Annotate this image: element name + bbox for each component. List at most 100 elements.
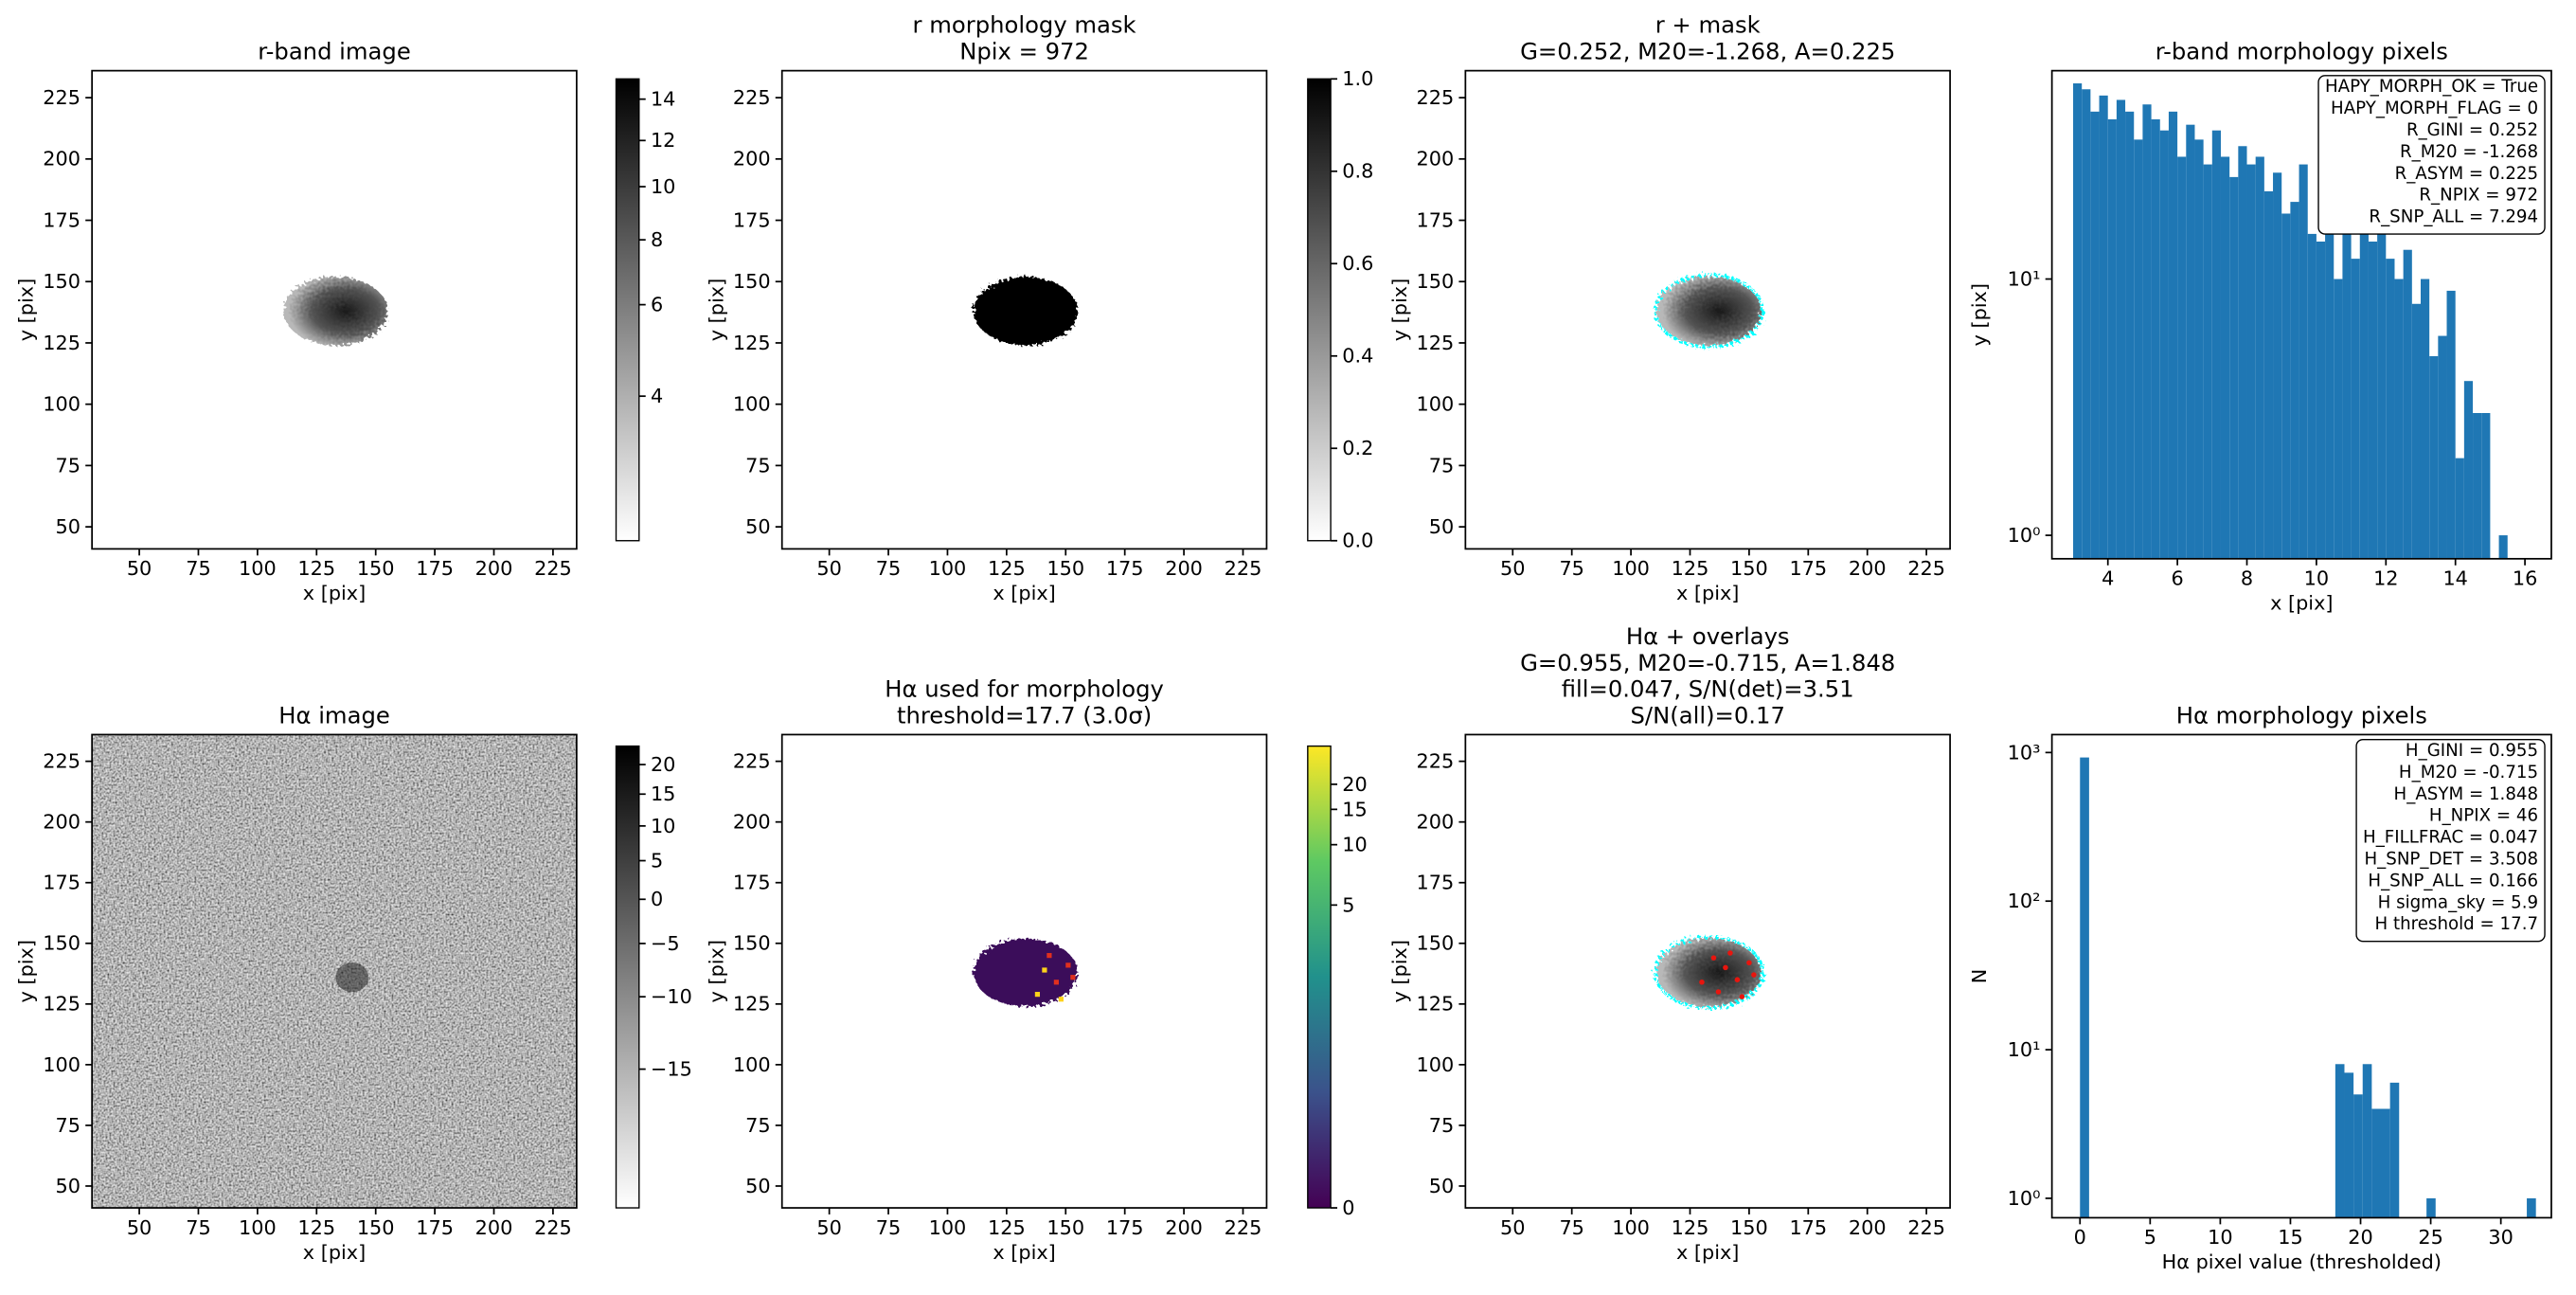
- colorbar: [1307, 745, 1332, 1209]
- y-tick-label: 10¹: [2008, 267, 2041, 290]
- mask-blob: [973, 277, 1078, 346]
- x-tick-label: 125: [297, 1216, 335, 1239]
- y-tick-label: 50: [1429, 1175, 1454, 1197]
- y-axis-label: y [pix]: [1968, 283, 1991, 346]
- annotation-line: H_SNP_DET = 3.508: [2364, 849, 2538, 869]
- y-tick-label: 50: [56, 1175, 80, 1197]
- annotation-line: R_M20 = -1.268: [2400, 142, 2538, 162]
- hist-bar: [2344, 1072, 2354, 1218]
- x-tick-label: 175: [416, 1216, 454, 1239]
- y-tick-label: 75: [745, 454, 770, 477]
- colorbar-tick-label: −5: [651, 932, 680, 955]
- y-tick-label: 225: [733, 750, 771, 773]
- panel-title: r morphology mask: [913, 11, 1136, 39]
- hist-bar: [2080, 757, 2089, 1218]
- x-tick-label: 150: [1046, 557, 1084, 580]
- hot-pixel: [1070, 975, 1076, 980]
- y-tick-label: 225: [1417, 86, 1455, 109]
- hist-bar: [2353, 1094, 2363, 1218]
- x-tick-label: 4: [2102, 567, 2114, 590]
- y-tick-label: 10¹: [2008, 1038, 2041, 1061]
- y-tick-label: 150: [1417, 270, 1455, 293]
- source-blob: [283, 277, 388, 346]
- axes-frame: [1464, 733, 1951, 1209]
- annotation-line: H_SNP_ALL = 0.166: [2368, 871, 2538, 890]
- x-axis-label: x [pix]: [303, 1241, 366, 1264]
- y-tick-label: 75: [56, 1114, 80, 1137]
- hist-bar: [2429, 355, 2439, 559]
- plot-area: [92, 734, 577, 1209]
- panel: 50 75 100 125 150 175 200 225507510012515017520…: [15, 37, 676, 604]
- annotation-line: H_ASYM = 1.848: [2394, 784, 2539, 804]
- y-tick-label: 125: [1417, 993, 1455, 1016]
- colorbar-tick-label: 10: [651, 815, 675, 837]
- y-tick-label: 10⁰: [2008, 1187, 2041, 1210]
- hist-bar: [2134, 139, 2143, 559]
- colorbar-tick-label: 0.6: [1342, 252, 1373, 275]
- y-tick-label: 125: [43, 332, 80, 354]
- annotation-box: [2317, 75, 2546, 235]
- det-pixel: [1699, 979, 1705, 985]
- source-blob: [1656, 938, 1762, 1007]
- hist-bar: [2281, 213, 2291, 559]
- x-tick-label: 125: [297, 557, 335, 580]
- panel-title: Hα used for morphology: [885, 675, 1164, 703]
- x-tick-label: 0: [2074, 1226, 2086, 1249]
- y-tick-label: 175: [733, 872, 771, 894]
- y-tick-label: 175: [43, 872, 80, 894]
- plot-area: [973, 938, 1078, 1007]
- y-tick-label: 10²: [2008, 890, 2041, 912]
- det-pixel: [1751, 972, 1757, 978]
- x-tick-label: 225: [1907, 1216, 1945, 1239]
- hist-bar: [2527, 1197, 2536, 1218]
- hist-bar: [2381, 1108, 2390, 1218]
- x-tick-label: 175: [416, 557, 454, 580]
- y-tick-label: 50: [745, 515, 770, 538]
- hist-bar: [2351, 259, 2360, 559]
- y-tick-label: 10⁰: [2008, 524, 2041, 547]
- panel-title: r-band image: [258, 37, 411, 64]
- hot-pixel: [1046, 953, 1052, 959]
- colorbar-tick-label: 8: [651, 228, 663, 251]
- hist-bar: [2211, 130, 2221, 559]
- colorbar-tick-label: 0: [1342, 1196, 1354, 1219]
- colorbar-tick-label: 10: [1342, 834, 1367, 856]
- hist-bar: [2116, 99, 2126, 559]
- det-pixel: [1710, 955, 1717, 961]
- hist-bar: [2316, 242, 2326, 559]
- x-tick-label: 225: [534, 1216, 572, 1239]
- colorbar-tick-label: 20: [651, 753, 675, 776]
- hist-bar: [2342, 220, 2352, 559]
- plot-area: [2073, 83, 2508, 559]
- colorbar-tick-label: 15: [1342, 798, 1367, 820]
- hist-bar: [2498, 535, 2508, 559]
- x-tick-label: 75: [876, 1216, 901, 1239]
- noise-image: [92, 734, 577, 1209]
- panel-title: r + mask: [1655, 11, 1761, 39]
- colorbar-tick-label: 0.2: [1342, 437, 1373, 459]
- panel-title: Hα + overlays: [1626, 622, 1790, 650]
- x-tick-label: 75: [1559, 1216, 1583, 1239]
- colorbar-tick-label: 1.0: [1342, 67, 1373, 90]
- colorbar-tick-label: 15: [651, 782, 675, 805]
- y-tick-label: 100: [733, 1053, 771, 1076]
- hist-bar: [2325, 202, 2334, 559]
- y-axis-label: y [pix]: [1388, 279, 1411, 341]
- y-axis-label: y [pix]: [1388, 940, 1411, 1002]
- hist-bar: [2073, 83, 2083, 559]
- hist-bar: [2368, 242, 2378, 559]
- colorbar-tick-label: 6: [651, 294, 663, 316]
- x-tick-label: 50: [1500, 557, 1525, 580]
- panel: 50 75 100 125 150 175 200 225507510012515017520…: [15, 701, 692, 1264]
- panel: 0 5 10 15 20 25 30 10⁰ 10¹ 10² 10³ Hα pixel value (…: [1968, 701, 2552, 1273]
- x-tick-label: 75: [876, 557, 901, 580]
- annotation-line: H sigma_sky = 5.9: [2378, 892, 2538, 912]
- y-tick-label: 200: [733, 811, 771, 834]
- hist-bar: [2177, 156, 2187, 559]
- panel: 50 75 100 125 150 175 200 225507510012515017520…: [1388, 11, 1951, 604]
- y-tick-label: 75: [56, 454, 80, 477]
- panel-title: S/N(all)=0.17: [1631, 701, 1785, 728]
- hot-pixel: [1053, 980, 1059, 985]
- colorbar: [615, 745, 640, 1209]
